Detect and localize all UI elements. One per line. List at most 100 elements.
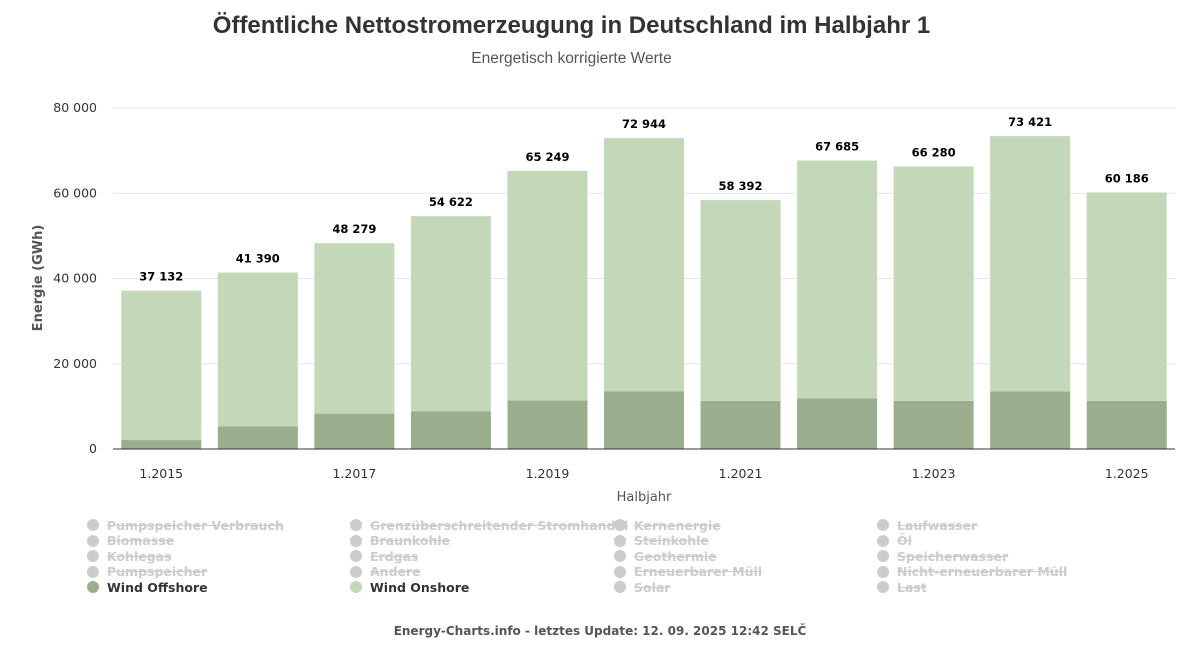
bar-wind-offshore[interactable] (217, 426, 298, 449)
legend-item-wind-onshore[interactable]: Wind Onshore (350, 579, 469, 595)
legend-label: Solar (634, 579, 671, 595)
bar-wind-onshore[interactable] (604, 138, 684, 392)
legend-label: Grenzüberschreitender Stromhandel (370, 517, 629, 533)
y-axis-title: Energie (GWh) (31, 225, 46, 332)
legend-label: Wind Offshore (107, 579, 208, 595)
bar-wind-offshore[interactable] (121, 440, 202, 449)
legend-label: Speicherwasser (897, 548, 1009, 564)
bar-total-label: 65 249 (525, 150, 569, 164)
legend-marker-icon (877, 519, 889, 531)
x-tick-label: 1.2019 (526, 466, 570, 481)
x-tick-label: 1.2017 (332, 466, 376, 481)
bar-wind-onshore[interactable] (893, 166, 974, 401)
legend-label: Andere (370, 564, 421, 579)
legend-item-erneuerbarer-müll[interactable]: Erneuerbarer Müll (614, 564, 762, 580)
legend-marker-icon (350, 581, 362, 593)
bar-wind-offshore[interactable] (314, 413, 395, 449)
legend-item-biomasse[interactable]: Biomasse (87, 533, 174, 549)
legend: Pumpspeicher Verbrauch Biomasse Kohlegas Pu… (87, 517, 1147, 599)
legend-item-kohlegas[interactable]: Kohlegas (87, 548, 172, 564)
legend-label: Pumpspeicher Verbrauch (107, 517, 284, 533)
bar-wind-onshore[interactable] (1086, 192, 1167, 401)
bar-wind-onshore[interactable] (700, 200, 781, 401)
x-tick-label: 1.2025 (1105, 466, 1149, 481)
bar-total-label: 73 421 (1008, 115, 1052, 129)
bar-wind-offshore[interactable] (990, 391, 1071, 449)
bar-wind-onshore[interactable] (217, 272, 298, 427)
bar-wind-onshore[interactable] (314, 243, 395, 414)
chart-subtitle: Energetisch korrigierte Werte (471, 50, 672, 67)
legend-marker-icon (614, 550, 626, 562)
legend-item-braunkohle[interactable]: Braunkohle (350, 533, 450, 549)
legend-label: Kernenergie (634, 517, 721, 533)
legend-marker-icon (87, 550, 99, 562)
bar-wind-onshore[interactable] (507, 170, 588, 401)
legend-marker-icon (614, 581, 626, 593)
legend-item-solar[interactable]: Solar (614, 579, 670, 595)
legend-marker-icon (350, 534, 362, 547)
bars (121, 136, 1167, 449)
legend-item-laufwasser[interactable]: Laufwasser (877, 517, 977, 533)
legend-item-speicherwasser[interactable]: Speicherwasser (877, 548, 1008, 564)
bar-wind-onshore[interactable] (797, 160, 878, 399)
legend-item-andere[interactable]: Andere (350, 564, 421, 580)
legend-item-grenzüberschreitender-stromhandel[interactable]: Grenzüberschreitender Stromhandel (350, 517, 628, 533)
legend-item-nicht-erneuerbarer-müll[interactable]: Nicht-erneuerbarer Müll (877, 564, 1067, 580)
bar-wind-offshore[interactable] (410, 411, 491, 449)
legend-item-pumpspeicher-verbrauch[interactable]: Pumpspeicher Verbrauch (87, 517, 284, 533)
legend-label: Laufwasser (897, 517, 978, 533)
chart-title: Öffentliche Nettostromerzeugung in Deuts… (212, 12, 931, 39)
y-tick-label: 20 000 (53, 356, 97, 371)
legend-marker-icon (877, 581, 889, 593)
bar-total-label: 41 390 (236, 252, 280, 266)
bar-wind-offshore[interactable] (604, 391, 684, 449)
y-tick-label: 60 000 (53, 185, 97, 200)
x-axis-ticks: 1.2015 1.2017 1.2019 1.2021 1.2023 1.2025 (139, 466, 1148, 481)
legend-label: Steinkohle (634, 533, 709, 548)
legend-label: Braunkohle (370, 533, 451, 548)
legend-marker-icon (614, 519, 626, 531)
y-tick-label: 0 (89, 441, 97, 456)
bar-wind-offshore[interactable] (797, 398, 878, 449)
legend-label: Kohlegas (107, 548, 172, 564)
legend-marker-icon (87, 581, 99, 593)
legend-item-erdgas[interactable]: Erdgas (350, 548, 418, 564)
bar-wind-offshore[interactable] (507, 400, 588, 449)
legend-marker-icon (614, 565, 626, 578)
bar-total-label: 37 132 (139, 270, 183, 284)
x-tick-label: 1.2023 (912, 466, 956, 481)
legend-label: Erneuerbarer Müll (634, 564, 763, 579)
bar-wind-onshore[interactable] (410, 216, 491, 412)
legend-label: Öl (897, 533, 912, 548)
y-tick-label: 80 000 (53, 100, 97, 115)
bar-wind-onshore[interactable] (121, 290, 202, 441)
bar-total-label: 54 622 (429, 195, 473, 209)
legend-marker-icon (877, 565, 889, 578)
legend-label: Nicht-erneuerbarer Müll (897, 564, 1068, 579)
legend-item-geothermie[interactable]: Geothermie (614, 548, 717, 564)
legend-item-kernenergie[interactable]: Kernenergie (614, 517, 721, 533)
legend-label: Pumpspeicher (107, 564, 208, 579)
x-tick-label: 1.2015 (139, 466, 183, 481)
bar-wind-offshore[interactable] (700, 400, 781, 449)
bar-wind-offshore[interactable] (893, 400, 974, 449)
legend-marker-icon (877, 534, 889, 547)
footer-credit: Energy-Charts.info - letztes Update: 12.… (393, 624, 807, 638)
bar-wind-onshore[interactable] (990, 136, 1071, 392)
legend-marker-icon (350, 519, 362, 531)
x-axis-title: Halbjahr (617, 490, 672, 505)
bar-total-label: 58 392 (719, 179, 763, 193)
legend-item-wind-offshore[interactable]: Wind Offshore (87, 579, 208, 595)
legend-item-steinkohle[interactable]: Steinkohle (614, 533, 709, 549)
legend-item-last[interactable]: Last (877, 579, 927, 595)
bar-wind-offshore[interactable] (1086, 400, 1167, 449)
chart-plot: 0 20 000 40 000 60 000 80 000 37 132 41 390 48… (31, 100, 1175, 505)
legend-item-pumpspeicher[interactable]: Pumpspeicher (87, 564, 207, 580)
bar-total-label: 48 279 (332, 222, 376, 236)
bar-total-label: 72 944 (622, 117, 666, 131)
legend-marker-icon (87, 565, 99, 578)
bar-total-label: 67 685 (815, 139, 859, 153)
y-axis-ticks: 0 20 000 40 000 60 000 80 000 (53, 100, 97, 456)
legend-item-öl[interactable]: Öl (877, 533, 912, 549)
legend-label: Geothermie (634, 548, 717, 564)
